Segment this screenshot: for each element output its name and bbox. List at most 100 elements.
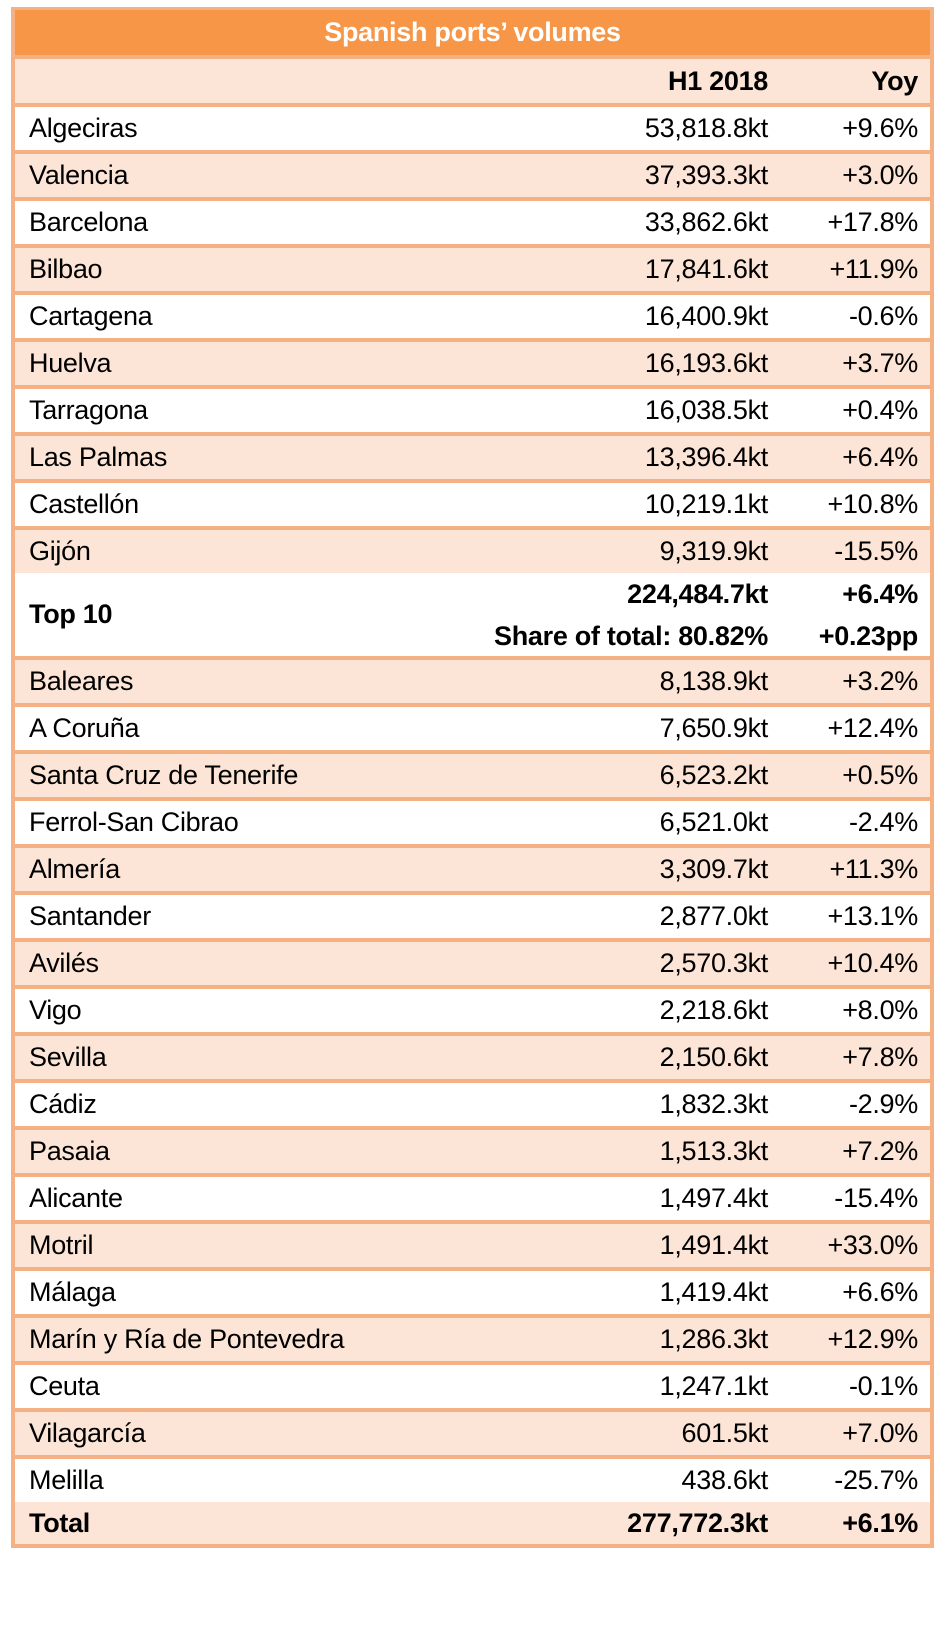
table-row: Alicante 1,497.4kt -15.4% [15,1177,930,1220]
port-name: Alicante [29,1183,123,1213]
port-name: Castellón [29,489,139,519]
port-volume: 53,818.8kt [644,113,768,143]
port-name: Almería [29,854,120,884]
port-yoy: +11.3% [829,854,918,884]
port-volume: 7,650.9kt [659,713,769,743]
port-yoy: +6.4% [842,442,918,472]
ports-volume-table: Spanish ports’ volumes H1 2018 Yoy Algec… [11,7,934,1548]
top10-yoy: +6.4% [842,578,918,609]
table-row: Melilla 438.6kt -25.7% [15,1459,930,1502]
port-volume: 37,393.3kt [644,160,768,190]
port-volume: 13,396.4kt [644,442,768,472]
table-row: Marín y Ría de Pontevedra 1,286.3kt +12.9% [15,1318,930,1361]
top10-share-change: +0.23pp [818,620,919,651]
port-yoy: +33.0% [827,1230,918,1260]
table-row: Cartagena 16,400.9kt -0.6% [15,295,930,338]
port-volume: 1,247.1kt [659,1371,769,1401]
total-label: Total [29,1507,90,1538]
port-volume: 2,877.0kt [659,901,769,931]
port-yoy: +7.0% [842,1418,918,1448]
top10-rows: Algeciras 53,818.8kt +9.6% Valencia 37,393.3… [15,107,930,573]
table-row: Vigo 2,218.6kt +8.0% [15,989,930,1032]
table-row: Ceuta 1,247.1kt -0.1% [15,1365,930,1408]
port-yoy: +3.2% [842,666,918,696]
port-volume: 2,218.6kt [659,995,769,1025]
port-volume: 2,150.6kt [659,1042,769,1072]
top10-volume-cell: 224,484.7kt Share of total: 80.82% [438,577,778,653]
top10-share: Share of total: 80.82% [494,620,768,651]
top10-volume: 224,484.7kt [627,578,768,609]
port-name: Bilbao [29,254,103,284]
port-yoy: +6.6% [842,1277,918,1307]
port-yoy: -15.4% [834,1183,918,1213]
table-row: Vilagarcía 601.5kt +7.0% [15,1412,930,1455]
port-yoy: -2.4% [848,807,918,837]
port-name: Huelva [29,348,112,378]
port-volume: 10,219.1kt [644,489,768,519]
port-name: Málaga [29,1277,116,1307]
port-yoy: +3.7% [842,348,918,378]
table-row: Tarragona 16,038.5kt +0.4% [15,389,930,432]
port-yoy: -2.9% [848,1089,918,1119]
table-row: Ferrol-San Cibrao 6,521.0kt -2.4% [15,801,930,844]
port-volume: 16,400.9kt [644,301,768,331]
table-row: Cádiz 1,832.3kt -2.9% [15,1083,930,1126]
port-volume: 8,138.9kt [659,666,769,696]
port-name: Vigo [29,995,82,1025]
table-row: Avilés 2,570.3kt +10.4% [15,942,930,985]
port-yoy: -15.5% [834,536,918,566]
port-volume: 438.6kt [681,1465,769,1495]
table-header-row: H1 2018 Yoy [15,59,930,103]
top10-label: Top 10 [29,599,113,629]
port-name: Santander [29,901,151,931]
port-volume: 33,862.6kt [644,207,768,237]
table-row: Almería 3,309.7kt +11.3% [15,848,930,891]
table-row: Bilbao 17,841.6kt +11.9% [15,248,930,291]
port-volume: 6,521.0kt [659,807,769,837]
table-title-row: Spanish ports’ volumes [15,10,930,55]
port-name: Ceuta [29,1371,100,1401]
port-volume: 1,497.4kt [659,1183,769,1213]
port-volume: 601.5kt [681,1418,769,1448]
port-yoy: +8.0% [842,995,918,1025]
other-rows: Baleares 8,138.9kt +3.2% A Coruña 7,650.9kt +… [15,660,930,1502]
port-name: Algeciras [29,113,138,143]
table-row: A Coruña 7,650.9kt +12.4% [15,707,930,750]
port-yoy: +7.2% [842,1136,918,1166]
port-yoy: +0.5% [842,760,918,790]
table-row: Santander 2,877.0kt +13.1% [15,895,930,938]
total-volume: 277,772.3kt [627,1507,768,1538]
table-row: Motril 1,491.4kt +33.0% [15,1224,930,1267]
port-name: Valencia [29,160,129,190]
port-volume: 9,319.9kt [659,536,769,566]
port-volume: 1,832.3kt [659,1089,769,1119]
table-row: Santa Cruz de Tenerife 6,523.2kt +0.5% [15,754,930,797]
port-name: Las Palmas [29,442,168,472]
port-name: Melilla [29,1465,104,1495]
port-name: Motril [29,1230,94,1260]
port-name: Marín y Ría de Pontevedra [29,1324,345,1354]
port-name: Cartagena [29,301,153,331]
table-title: Spanish ports’ volumes [324,17,621,47]
table-row: Castellón 10,219.1kt +10.8% [15,483,930,526]
table-row: Málaga 1,419.4kt +6.6% [15,1271,930,1314]
table-row: Las Palmas 13,396.4kt +6.4% [15,436,930,479]
table-row: Algeciras 53,818.8kt +9.6% [15,107,930,150]
port-name: Avilés [29,948,99,978]
table-row: Sevilla 2,150.6kt +7.8% [15,1036,930,1079]
port-name: Baleares [29,666,134,696]
port-volume: 17,841.6kt [644,254,768,284]
port-yoy: -0.6% [848,301,918,331]
port-name: Vilagarcía [29,1418,146,1448]
total-yoy: +6.1% [842,1507,918,1538]
port-name: Cádiz [29,1089,97,1119]
port-volume: 1,513.3kt [659,1136,769,1166]
port-volume: 16,193.6kt [644,348,768,378]
total-row: Total 277,772.3kt +6.1% [15,1502,930,1544]
port-name: Tarragona [29,395,148,425]
port-name: Sevilla [29,1042,107,1072]
port-yoy: +12.4% [827,713,918,743]
port-yoy: +13.1% [827,901,918,931]
port-yoy: +10.4% [827,948,918,978]
table-row: Gijón 9,319.9kt -15.5% [15,530,930,573]
